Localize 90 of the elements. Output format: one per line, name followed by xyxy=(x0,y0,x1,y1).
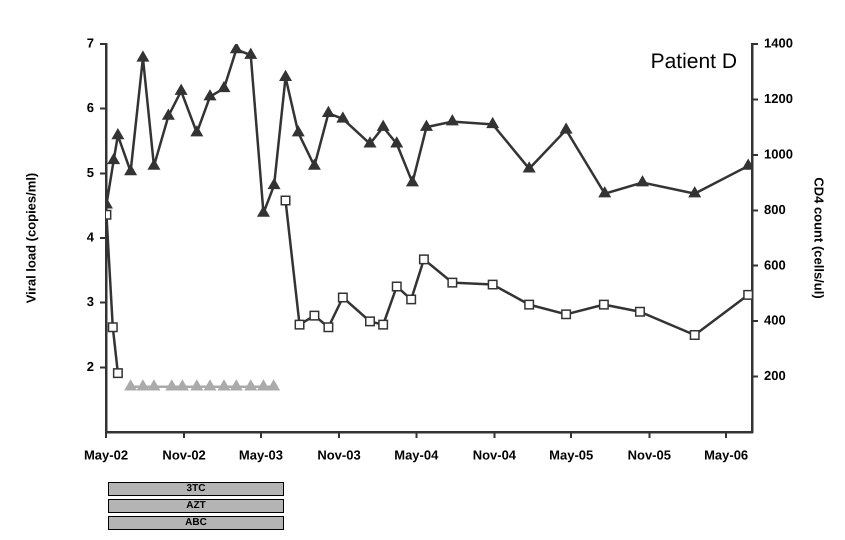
y2-tick-label: 1000 xyxy=(764,146,793,162)
point xyxy=(524,300,534,310)
point xyxy=(447,278,458,288)
point xyxy=(365,316,375,326)
point xyxy=(268,380,280,390)
point xyxy=(166,380,178,390)
point xyxy=(560,123,572,134)
y-tick-label: 2 xyxy=(86,358,94,374)
point xyxy=(175,84,188,95)
point xyxy=(230,380,242,390)
x-tick-label: Nov-02 xyxy=(162,447,206,462)
y2-tick-label: 600 xyxy=(764,257,786,272)
y2-tick-label: 400 xyxy=(764,312,786,328)
y2-tick-label: 1400 xyxy=(764,36,793,51)
point xyxy=(336,112,349,123)
point xyxy=(244,380,257,390)
y-tick-label: 6 xyxy=(86,100,94,116)
point xyxy=(108,154,120,164)
point xyxy=(308,159,320,170)
point xyxy=(377,120,390,131)
y2-tick-label: 800 xyxy=(764,202,786,217)
point xyxy=(322,106,334,118)
point xyxy=(124,380,137,390)
point xyxy=(690,330,700,340)
y2-tick-label: 1200 xyxy=(764,91,793,106)
point xyxy=(244,48,257,59)
x-tick-label: Nov-05 xyxy=(628,447,671,462)
label-box: AZT xyxy=(108,499,284,513)
y-axis-title: Viral load (copies/ml) xyxy=(23,172,38,304)
point xyxy=(364,137,376,148)
point xyxy=(598,300,609,310)
x-tick-label: Nov-03 xyxy=(317,447,361,462)
point xyxy=(218,82,230,92)
point xyxy=(136,51,149,62)
point xyxy=(634,306,645,317)
point xyxy=(292,126,304,136)
point xyxy=(488,280,498,290)
point xyxy=(561,309,572,320)
point xyxy=(420,120,432,131)
point xyxy=(446,114,458,126)
point xyxy=(309,310,320,321)
point xyxy=(136,380,149,390)
point xyxy=(392,282,402,292)
x-tick-label: May-03 xyxy=(238,447,283,462)
y-tick-label: 3 xyxy=(86,294,94,310)
point xyxy=(176,380,188,390)
point xyxy=(338,292,348,302)
point xyxy=(268,178,280,190)
point xyxy=(280,196,291,206)
point xyxy=(108,322,118,332)
point xyxy=(598,186,611,198)
point xyxy=(124,164,137,176)
y-tick-label: 5 xyxy=(86,164,94,180)
point xyxy=(258,206,270,217)
label-box: ABC xyxy=(108,516,284,530)
point xyxy=(406,176,418,186)
point xyxy=(190,380,203,390)
point xyxy=(323,322,334,332)
point xyxy=(204,380,216,390)
x-tick-label: May-06 xyxy=(704,447,748,462)
point xyxy=(390,137,403,148)
y2-tick-label: 200 xyxy=(764,368,786,384)
point xyxy=(218,380,230,390)
y-tick-label: 4 xyxy=(86,230,95,245)
point xyxy=(523,162,536,172)
point xyxy=(418,254,429,264)
point xyxy=(406,294,416,304)
point xyxy=(280,70,292,82)
point xyxy=(688,186,701,198)
point xyxy=(486,118,499,128)
point xyxy=(204,90,216,100)
point xyxy=(162,109,174,120)
point xyxy=(112,128,124,140)
point xyxy=(190,126,203,136)
point xyxy=(112,368,123,378)
point xyxy=(378,320,388,330)
point xyxy=(636,176,648,186)
y2-axis-title: CD4 count (cells/ul) xyxy=(812,177,827,299)
x-tick-label: Nov-04 xyxy=(472,447,517,462)
x-tick-label: May-04 xyxy=(394,447,440,462)
point xyxy=(148,380,160,390)
x-tick-label: May-02 xyxy=(84,447,128,462)
point xyxy=(258,380,270,390)
point xyxy=(743,290,752,300)
point xyxy=(294,320,305,330)
point xyxy=(230,44,242,54)
label-box: 3TC xyxy=(108,482,284,496)
y-tick-label: 7 xyxy=(86,36,94,51)
chart-title: Patient D xyxy=(650,50,737,73)
x-tick-label: May-05 xyxy=(549,447,594,462)
